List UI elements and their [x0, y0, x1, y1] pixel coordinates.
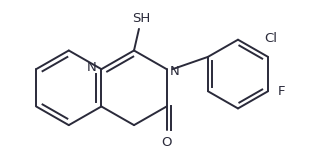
Text: N: N — [170, 65, 179, 78]
Text: Cl: Cl — [264, 32, 277, 45]
Text: N: N — [86, 61, 96, 74]
Text: O: O — [162, 136, 172, 149]
Text: SH: SH — [132, 12, 150, 25]
Text: F: F — [278, 85, 286, 98]
